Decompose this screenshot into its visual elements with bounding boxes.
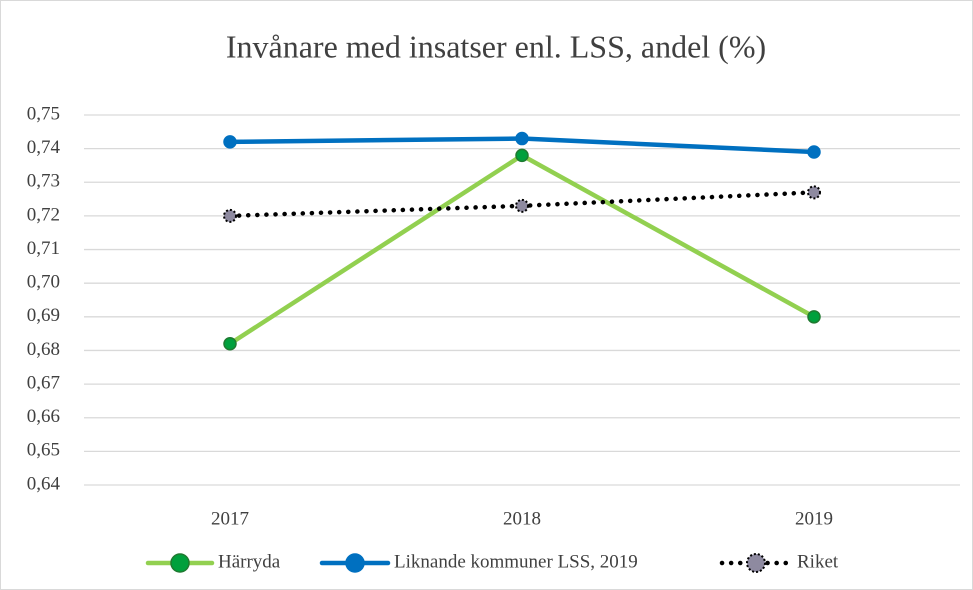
x-tick-label: 2019 [795,508,833,529]
x-tick-label: 2018 [503,508,541,529]
y-tick-label: 0,64 [27,473,61,494]
legend-marker [746,553,766,573]
y-tick-label: 0,68 [27,339,60,360]
data-point [807,185,821,200]
legend-item: Härryda [145,551,281,573]
legend-label: Härryda [218,551,281,572]
data-point [515,131,529,146]
x-tick-label: 2017 [211,508,249,529]
legend-label: Riket [797,551,839,572]
y-tick-label: 0,75 [27,103,60,124]
y-tick-label: 0,67 [27,372,60,393]
legend-marker [345,553,365,573]
data-point [223,336,237,351]
data-point [807,310,821,324]
y-tick-label: 0,73 [27,171,60,192]
chart-title: Invånare med insatser enl. LSS, andel (%… [226,28,766,64]
data-point [223,208,237,223]
data-point [807,145,821,159]
y-tick-label: 0,70 [27,272,60,293]
y-tick-label: 0,65 [27,440,60,461]
y-tick-label: 0,69 [27,305,60,326]
data-point [515,148,529,163]
y-tick-label: 0,72 [27,204,60,225]
data-point [515,198,529,213]
data-point [223,135,237,149]
legend-marker [170,553,190,573]
y-tick-label: 0,74 [27,137,61,158]
y-tick-label: 0,66 [27,406,60,427]
legend-label: Liknande kommuner LSS, 2019 [394,551,638,572]
legend-item: Riket [719,551,839,573]
y-tick-label: 0,71 [27,238,60,259]
legend-item: Liknande kommuner LSS, 2019 [319,551,638,573]
